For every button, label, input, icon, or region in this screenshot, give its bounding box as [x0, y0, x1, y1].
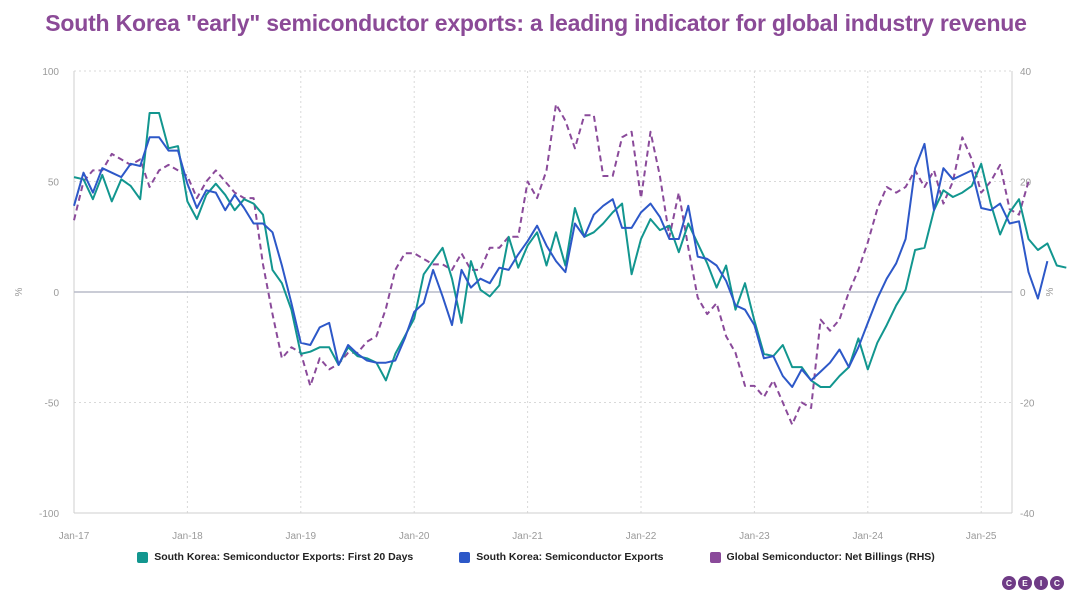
- legend-swatch-billings: [709, 551, 721, 563]
- right-tick-label: 20: [1020, 178, 1032, 189]
- axis-layer: 100 40 50 20 0 0 -50 -20 -100 -40 Jan-17 Jan-18 Jan-…: [39, 67, 1035, 542]
- logo-letter: E: [1018, 576, 1032, 590]
- x-tick-label: Jan-18: [172, 531, 203, 542]
- x-tick-label: Jan-25: [966, 531, 997, 542]
- legend-item-billings[interactable]: Global Semiconductor: Net Billings (RHS): [709, 551, 935, 563]
- right-tick-label: -40: [1020, 509, 1035, 520]
- right-tick-label: 0: [1020, 288, 1026, 299]
- x-tick-label: Jan-20: [399, 531, 430, 542]
- series-line-exports: [73, 136, 1049, 388]
- x-tick-label: Jan-19: [286, 531, 317, 542]
- right-axis-label: %: [1045, 287, 1056, 296]
- series-line-first20: [73, 112, 1067, 388]
- left-tick-label: 50: [48, 178, 60, 189]
- logo-letter: I: [1034, 576, 1048, 590]
- left-tick-label: -50: [45, 399, 60, 410]
- legend-label-exports: South Korea: Semiconductor Exports: [476, 551, 664, 563]
- series-layer: [73, 103, 1067, 426]
- left-tick-label: 0: [53, 288, 59, 299]
- logo-letter: C: [1002, 576, 1016, 590]
- chart-title: South Korea "early" semiconductor export…: [45, 10, 1027, 36]
- legend-swatch-first20: [137, 551, 149, 563]
- x-tick-label: Jan-24: [853, 531, 884, 542]
- series-line-billings: [73, 103, 1030, 426]
- legend-label-billings: Global Semiconductor: Net Billings (RHS): [726, 551, 935, 563]
- legend-item-first20[interactable]: South Korea: Semiconductor Exports: Firs…: [137, 551, 413, 563]
- legend-swatch-exports: [459, 551, 471, 563]
- right-tick-label: 40: [1020, 67, 1032, 78]
- legend: South Korea: Semiconductor Exports: Firs…: [0, 551, 1072, 563]
- x-tick-label: Jan-22: [626, 531, 657, 542]
- right-tick-label: -20: [1020, 399, 1035, 410]
- x-tick-label: Jan-21: [512, 531, 543, 542]
- left-tick-label: -100: [39, 509, 59, 520]
- legend-label-first20: South Korea: Semiconductor Exports: Firs…: [154, 551, 414, 563]
- x-tick-label: Jan-23: [739, 531, 770, 542]
- left-tick-label: 100: [42, 67, 59, 78]
- ceic-logo: C E I C: [1002, 576, 1064, 590]
- x-tick-label: Jan-17: [59, 531, 90, 542]
- legend-item-exports[interactable]: South Korea: Semiconductor Exports: [459, 551, 664, 563]
- logo-letter: C: [1050, 576, 1064, 590]
- left-axis-label: %: [14, 287, 25, 296]
